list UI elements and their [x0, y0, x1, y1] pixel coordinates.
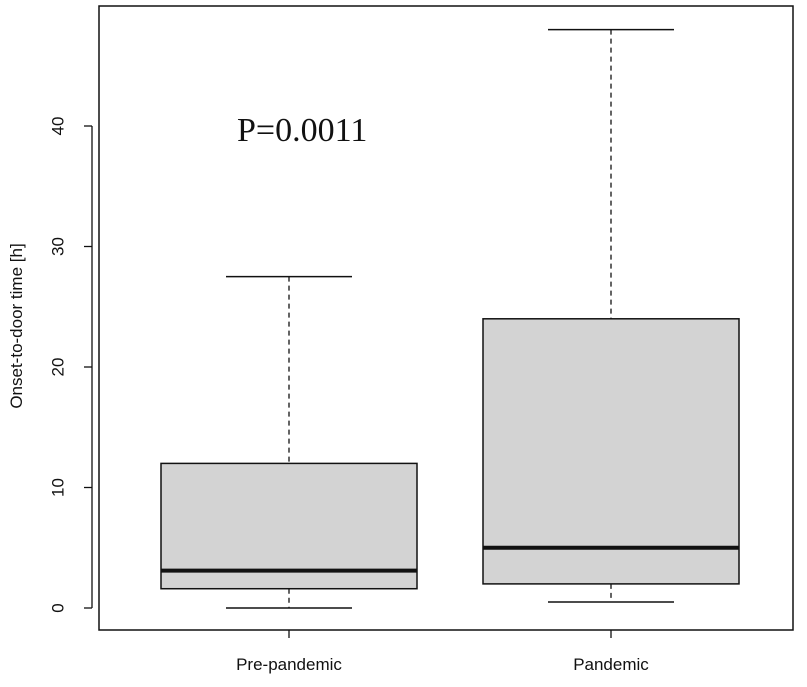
- y-axis-label: Onset-to-door time [h]: [7, 243, 26, 408]
- x-axis: Pre-pandemic Pandemic: [236, 630, 649, 674]
- y-tick-label: 40: [49, 117, 68, 136]
- boxes: [160, 28, 740, 609]
- x-tick-label: Pre-pandemic: [236, 655, 342, 674]
- plot-frame: [98, 5, 794, 631]
- box-pandemic: [482, 28, 740, 603]
- y-axis: 0 10 20 30 40: [49, 117, 93, 613]
- x-tick-label: Pandemic: [573, 655, 649, 674]
- iqr-box: [160, 462, 418, 590]
- y-tick-label: 10: [49, 478, 68, 497]
- iqr-box: [482, 318, 740, 585]
- p-value-annotation: P=0.0011: [237, 112, 367, 149]
- box-pre-pandemic: [160, 275, 418, 609]
- y-tick-label: 20: [49, 358, 68, 377]
- y-tick-label: 30: [49, 237, 68, 256]
- y-tick-label: 0: [49, 603, 68, 612]
